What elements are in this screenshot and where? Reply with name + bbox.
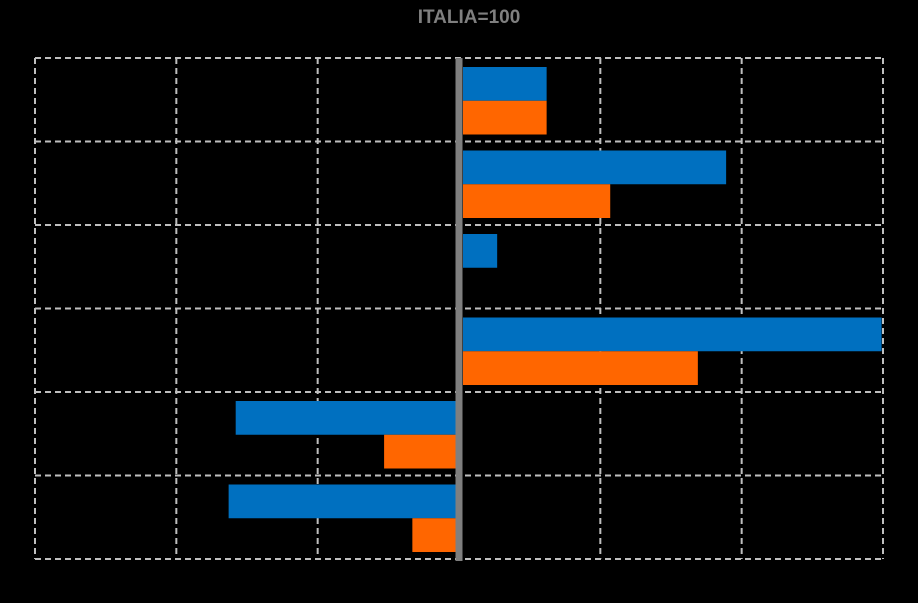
- bar: [463, 317, 882, 352]
- bar: [463, 100, 547, 135]
- bar: [463, 184, 611, 218]
- bar: [384, 434, 459, 469]
- bar: [228, 484, 459, 519]
- bar: [412, 518, 459, 552]
- chart-title: ITALIA=100: [418, 7, 521, 28]
- bar: [463, 234, 498, 268]
- bar: [463, 67, 547, 101]
- bar: [463, 150, 727, 185]
- bar: [235, 401, 459, 435]
- bar: [463, 351, 698, 385]
